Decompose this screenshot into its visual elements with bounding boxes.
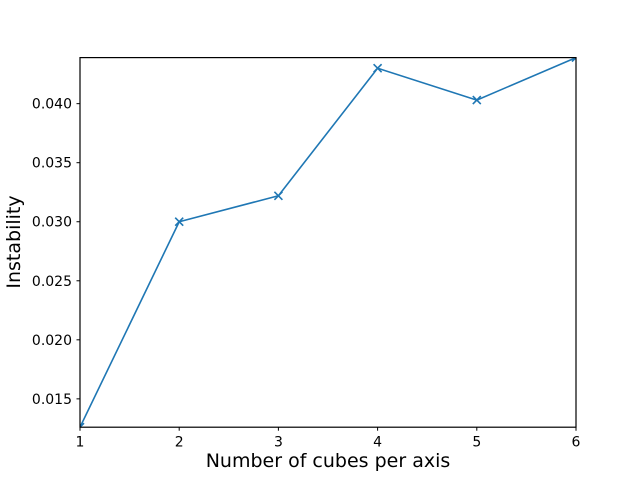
x-tick-label: 2 bbox=[175, 435, 184, 451]
data-line bbox=[80, 57, 576, 428]
x-tick-label: 5 bbox=[472, 435, 481, 451]
data-point-marker bbox=[373, 63, 383, 73]
y-tick-label: 0.030 bbox=[32, 215, 72, 231]
data-point-marker bbox=[174, 217, 184, 227]
plot-border bbox=[79, 56, 577, 428]
data-series bbox=[80, 57, 576, 428]
x-tick-label: 1 bbox=[76, 435, 85, 451]
x-axis-label: Number of cubes per axis bbox=[205, 450, 451, 472]
y-tick-label: 0.035 bbox=[32, 156, 72, 172]
y-axis-label: Instability bbox=[3, 195, 25, 289]
x-tick-label: 6 bbox=[572, 435, 581, 451]
data-point-marker bbox=[273, 191, 283, 201]
data-point-marker bbox=[80, 422, 85, 428]
y-tick-label: 0.015 bbox=[32, 392, 72, 408]
data-point-marker bbox=[571, 57, 576, 63]
y-tick-label: 0.020 bbox=[32, 333, 72, 349]
x-tick-label: 3 bbox=[274, 435, 283, 451]
data-point-marker bbox=[472, 95, 482, 105]
x-tick-label: 4 bbox=[373, 435, 382, 451]
y-tick-label: 0.025 bbox=[32, 274, 72, 290]
y-tick-label: 0.040 bbox=[32, 97, 72, 113]
